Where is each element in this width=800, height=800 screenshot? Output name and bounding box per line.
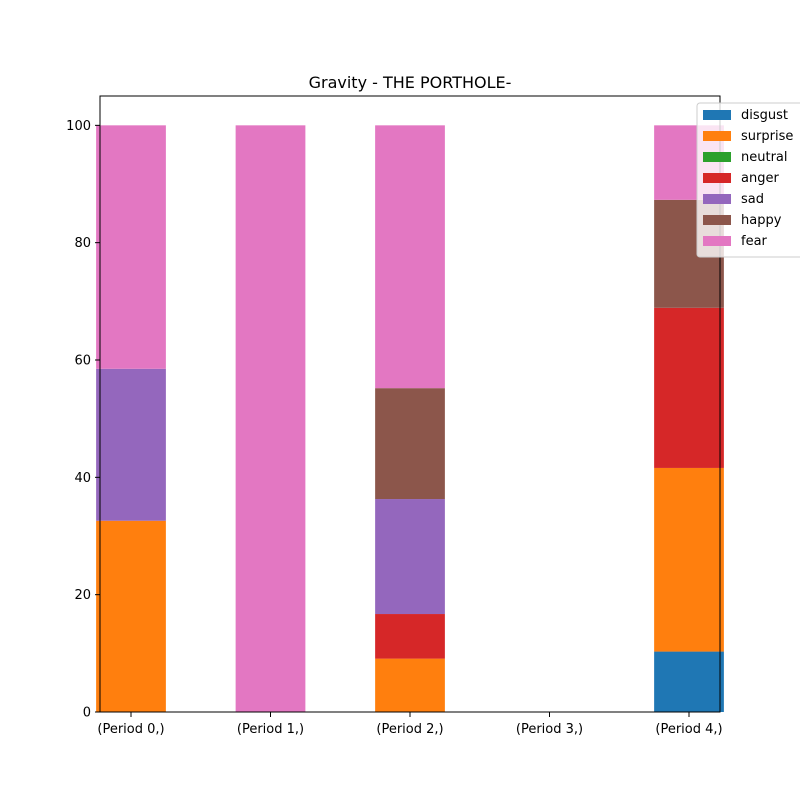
bars-layer [96,125,724,712]
legend-swatch-disgust [703,110,731,120]
bar-segment-happy-2 [375,388,445,500]
bar-segment-sad-0 [96,368,166,521]
bar-segment-fear-0 [96,125,166,369]
x-tick-label: (Period 4,) [655,722,722,737]
y-tick-label: 80 [74,236,91,251]
bar-segment-anger-4 [654,307,724,468]
y-tick-label: 60 [74,354,91,369]
y-tick-label: 100 [66,119,91,134]
legend: disgust surprise neutral anger sad happy fear [696,102,800,258]
x-tick-label: (Period 2,) [376,722,443,737]
bar-segment-disgust-4 [654,651,724,712]
bar-segment-surprise-0 [96,520,166,712]
legend-label-anger: anger [741,171,779,186]
chart-title: Gravity - THE PORTHOLE- [309,73,512,92]
bar-segment-fear-1 [235,125,306,712]
legend-label-surprise: surprise [741,129,793,144]
x-axis: (Period 0,) (Period 1,) (Period 2,) (Period… [97,712,723,737]
legend-label-fear: fear [741,234,768,249]
legend-swatch-neutral [703,152,731,162]
y-tick-label: 40 [74,471,91,486]
legend-swatch-sad [703,194,731,204]
x-tick-label: (Period 0,) [97,722,164,737]
legend-swatch-happy [703,215,731,225]
y-axis: 0 20 40 60 80 100 [66,119,100,721]
legend-label-happy: happy [741,213,782,228]
bar-segment-surprise-4 [654,467,724,652]
bar-segment-surprise-2 [375,658,445,712]
legend-swatch-surprise [703,131,731,141]
legend-label-disgust: disgust [741,108,788,123]
bar-segment-sad-2 [375,499,445,615]
bar-segment-anger-2 [375,614,445,659]
legend-swatch-anger [703,173,731,183]
x-tick-label: (Period 3,) [516,722,583,737]
y-tick-label: 20 [74,588,91,603]
bar-segment-fear-2 [375,125,445,389]
legend-swatch-fear [703,236,731,246]
legend-label-sad: sad [741,192,764,207]
y-tick-label: 0 [83,706,91,721]
x-tick-label: (Period 1,) [237,722,304,737]
legend-label-neutral: neutral [741,150,788,165]
